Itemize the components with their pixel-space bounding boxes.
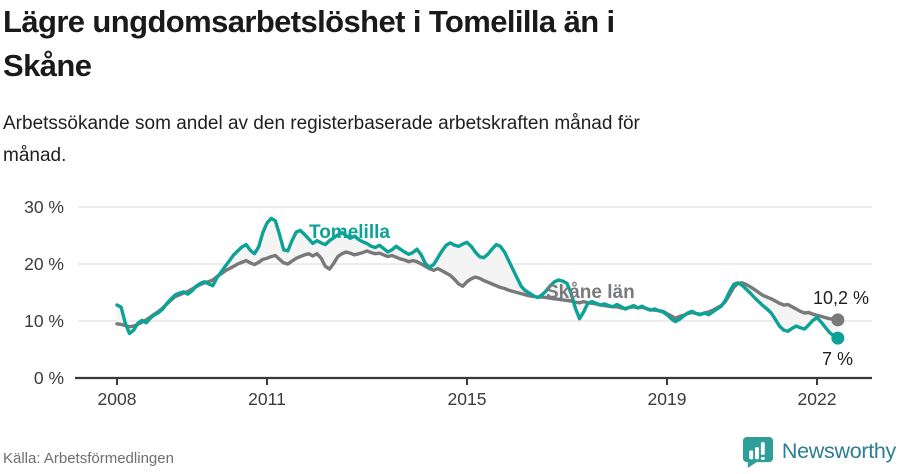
subtitle-line-1: Arbetssökande som andel av den registerb…	[3, 113, 640, 134]
tomelilla-end-dot	[831, 331, 845, 345]
title-line-1: Lägre ungdomsarbetslöshet i Tomelilla än…	[3, 4, 615, 39]
newsworthy-logo[interactable]: Newsworthy	[741, 435, 896, 468]
x-tick-label: 2019	[648, 389, 687, 409]
newsworthy-bubble-icon	[742, 436, 773, 468]
unemployment-line-chart: 0 % 10 % 20 % 30 % 2008 2011 2015 2019 2022 Tom…	[24, 197, 872, 409]
y-tick-label: 0 %	[34, 368, 64, 388]
chart-subtitle: Arbetssökande som andel av den registerb…	[3, 108, 863, 172]
y-tick-label: 20 %	[24, 254, 64, 274]
newsworthy-wordmark: Newsworthy	[781, 439, 896, 463]
y-tick-label: 10 %	[24, 311, 64, 331]
footer: Källa: Arbetsförmedlingen Newsworthy	[0, 436, 900, 470]
x-tick-label: 2015	[448, 389, 487, 409]
tomelilla-series-line	[115, 216, 840, 340]
area-between-series	[117, 218, 838, 339]
y-tick-label: 30 %	[24, 197, 64, 217]
tomelilla-end-value-label: 7 %	[822, 349, 853, 369]
skane-series-label: Skåne län	[546, 282, 635, 303]
source-attribution: Källa: Arbetsförmedlingen	[3, 450, 174, 467]
chart-area: 0 % 10 % 20 % 30 % 2008 2011 2015 2019 2022 Tom…	[0, 185, 900, 435]
skane-end-dot	[831, 313, 845, 327]
y-axis-tick-labels: 0 % 10 % 20 % 30 %	[24, 197, 64, 388]
skane-end-value-label: 10,2 %	[813, 288, 869, 308]
tomelilla-series-label: Tomelilla	[309, 222, 390, 243]
page-title: Lägre ungdomsarbetslöshet i Tomelilla än…	[3, 0, 883, 88]
x-tick-label: 2022	[798, 389, 837, 409]
subtitle-line-2: månad.	[3, 145, 67, 166]
x-axis-ticks: 2008 2011 2015 2019 2022	[98, 378, 837, 409]
x-tick-label: 2011	[248, 389, 286, 409]
title-line-2: Skåne	[3, 48, 92, 83]
x-tick-label: 2008	[98, 389, 137, 409]
